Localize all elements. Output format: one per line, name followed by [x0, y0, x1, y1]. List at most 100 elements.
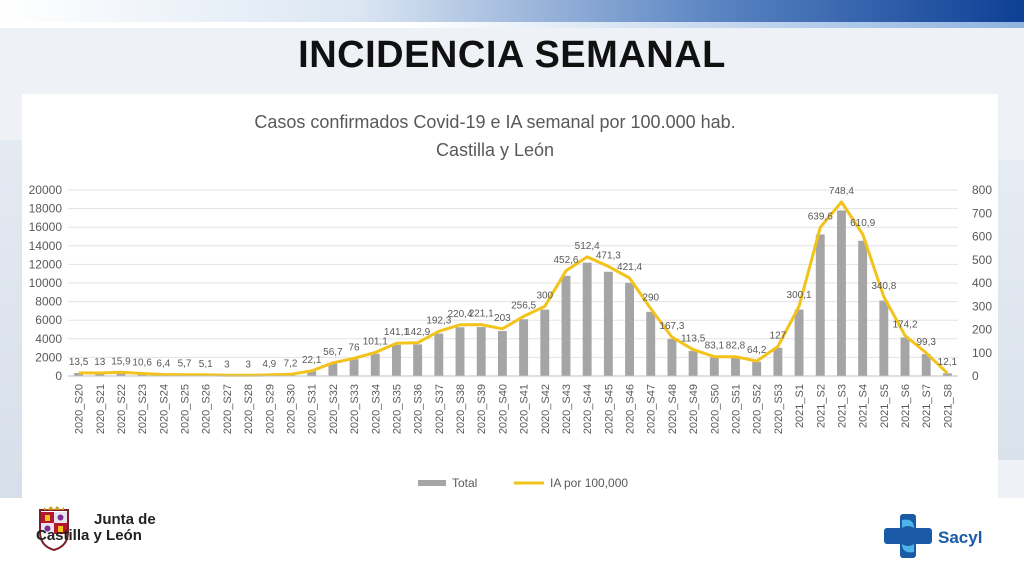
junta-castilla-leon-logo: Junta de Castilla y León: [34, 504, 174, 564]
data-label: 7,2: [284, 358, 298, 369]
bar: [116, 372, 126, 376]
data-label: 142,9: [405, 327, 430, 338]
data-label: 3: [224, 359, 230, 370]
left-axis-tick-label: 2000: [35, 350, 62, 364]
x-axis-tick-label: 2020_S28: [243, 384, 255, 434]
data-label: 748,4: [829, 186, 854, 197]
left-axis: 0 2000 4000 6000 8000 10000 12000 14000 16000 180…: [29, 183, 63, 383]
bar: [773, 347, 783, 376]
x-axis-tick-label: 2020_S31: [307, 384, 319, 434]
bar: [879, 300, 889, 376]
x-axis-tick-label: 2020_S43: [561, 384, 573, 434]
bar: [455, 327, 465, 376]
data-label: 56,7: [323, 347, 343, 358]
sacyl-logo: Sacyl: [880, 512, 1000, 562]
left-axis-tick-label: 10000: [29, 276, 63, 290]
data-labels: 13,5 13 15,9 10,6 6,4 5,7 5,1 3 3 4,9 7,2 22,156,7 7…: [69, 186, 958, 370]
data-label: 340,8: [871, 281, 896, 292]
right-axis-tick-label: 800: [972, 183, 992, 197]
x-axis-tick-label: 2020_S45: [603, 384, 615, 434]
x-axis-tick-label: 2020_S27: [222, 384, 234, 434]
junta-logo-text: Junta de Castilla y León: [36, 511, 156, 544]
bar: [349, 359, 359, 376]
data-label: 5,1: [199, 359, 213, 370]
x-axis-tick-label: 2020_S34: [370, 384, 382, 434]
left-axis-tick-label: 18000: [29, 202, 63, 216]
data-label: 421,4: [617, 262, 642, 273]
combo-chart: Casos confirmados Covid-19 e IA semanal …: [29, 112, 993, 490]
right-axis-tick-label: 300: [972, 299, 992, 313]
x-axis-tick-label: 2021_S3: [836, 384, 848, 428]
bar: [731, 357, 740, 376]
data-label: 610,9: [850, 218, 875, 229]
left-axis-tick-label: 20000: [29, 183, 63, 197]
x-axis-tick-label: 2020_S29: [264, 384, 276, 434]
x-axis-tick-label: 2020_S48: [667, 384, 679, 434]
left-axis-tick-label: 14000: [29, 239, 63, 253]
bar: [328, 363, 338, 376]
x-axis-tick-label: 2020_S50: [709, 384, 721, 434]
x-axis-tick-label: 2020_S41: [519, 384, 531, 434]
coat-of-arms-icon: [39, 506, 69, 552]
x-axis-tick-label: 2021_S2: [815, 384, 827, 428]
x-axis-tick-label: 2020_S46: [625, 384, 637, 434]
x-axis-tick-label: 2020_S37: [434, 384, 446, 434]
data-label: 13: [94, 357, 106, 368]
data-label: 3: [245, 359, 251, 370]
chart-title: Casos confirmados Covid-19 e IA semanal …: [254, 112, 735, 132]
bar: [307, 371, 317, 376]
data-label: 256,5: [511, 300, 536, 311]
sacyl-logo-text: Sacyl: [938, 528, 983, 547]
x-axis-tick-label: 2020_S36: [413, 384, 425, 434]
bar: [519, 319, 529, 376]
x-axis-tick-label: 2020_S23: [137, 384, 149, 434]
x-axis: 2020_S20 2020_S21 2020_S22 2020_S23 2020_S24…: [68, 375, 958, 434]
junta-logo-line1: Junta de: [94, 511, 156, 528]
bar: [434, 333, 444, 376]
data-label: 10,6: [132, 358, 152, 369]
data-label: 174,2: [893, 319, 918, 330]
x-axis-tick-label: 2020_S24: [158, 384, 170, 434]
x-axis-tick-label: 2020_S25: [180, 384, 192, 434]
bar: [837, 210, 846, 376]
bar: [942, 373, 952, 376]
bar: [709, 357, 719, 376]
bar: [603, 271, 613, 376]
x-axis-tick-label: 2020_S21: [95, 384, 107, 434]
slide-title: INCIDENCIA SEMANAL: [298, 34, 726, 76]
left-axis-tick-label: 8000: [35, 295, 62, 309]
bar-series-total: [74, 210, 952, 376]
bar: [540, 309, 550, 376]
top-decorative-band: [0, 0, 1024, 22]
data-label: 4,9: [262, 359, 276, 370]
data-label: 290: [642, 293, 659, 304]
right-axis-tick-label: 400: [972, 276, 992, 290]
x-axis-tick-label: 2020_S33: [349, 384, 361, 434]
data-label: 15,9: [111, 356, 131, 367]
data-label: 141,1: [384, 327, 409, 338]
data-label: 192,3: [426, 315, 451, 326]
left-axis-tick-label: 16000: [29, 220, 63, 234]
bar: [900, 337, 910, 376]
data-label: 64,2: [747, 345, 767, 356]
line-series-ia: [78, 200, 949, 377]
legend: Total IA por 100,000: [418, 476, 628, 490]
x-axis-tick-label: 2020_S44: [582, 384, 594, 434]
x-axis-tick-label: 2021_S1: [794, 384, 806, 428]
right-axis-tick-label: 0: [972, 369, 979, 383]
chart-panel: Casos confirmados Covid-19 e IA semanal …: [22, 94, 998, 498]
chart-subtitle: Castilla y León: [436, 140, 554, 160]
data-label: 300: [536, 290, 553, 301]
legend-label-ia: IA por 100,000: [550, 476, 628, 490]
data-label: 512,4: [575, 241, 600, 252]
x-axis-tick-label: 2020_S40: [497, 384, 509, 434]
left-axis-tick-label: 12000: [29, 257, 63, 271]
bar: [392, 344, 401, 376]
data-label: 83,1: [705, 341, 725, 352]
bar: [625, 282, 634, 376]
top-decorative-stripe: [0, 22, 1024, 28]
footer-bar: [0, 498, 1024, 576]
x-axis-tick-label: 2020_S42: [540, 384, 552, 434]
bar: [815, 234, 825, 376]
bar: [370, 353, 380, 376]
